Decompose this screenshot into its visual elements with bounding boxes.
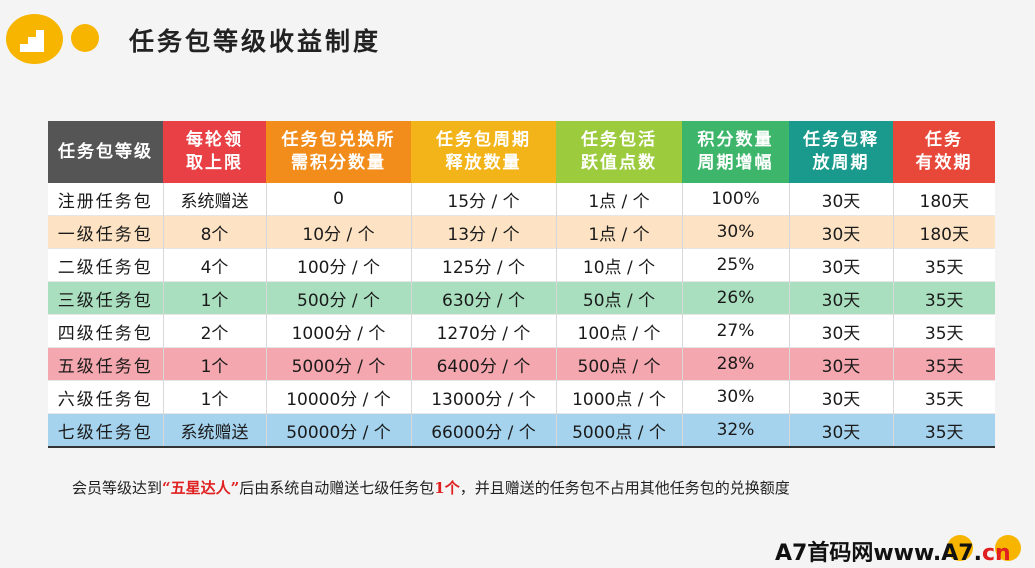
cell-level: 二级任务包 [57, 257, 153, 278]
cell-release-amount: 125分 / 个 [410, 248, 556, 282]
cell-level: 一级任务包 [57, 224, 153, 245]
cell-activity-points: 100点 / 个 [555, 314, 682, 348]
cell-validity: 35天 [892, 347, 995, 381]
cell-validity: 35天 [892, 314, 995, 348]
cell-release-cycle: 30天 [788, 380, 893, 414]
cell-validity: 180天 [892, 183, 995, 216]
cell-exchange-points: 10000分 / 个 [265, 380, 411, 414]
header-growth-rate: 积分数量 周期增幅 [682, 121, 789, 183]
cell-growth-rate: 100% [681, 183, 789, 216]
cell-claim-limit: 1个 [162, 347, 266, 381]
watermark-text: A7首码网www.A7. [775, 541, 982, 566]
cell-release-amount: 13分 / 个 [410, 215, 556, 249]
cell-validity: 35天 [892, 380, 995, 414]
cell-exchange-points: 1000分 / 个 [265, 314, 411, 348]
cell-release-cycle: 30天 [788, 314, 893, 348]
cell-level: 五级任务包 [57, 356, 153, 377]
cell-exchange-points: 5000分 / 个 [265, 347, 411, 381]
watermark: A7首码网www.A7.cn [775, 535, 1021, 567]
cell-growth-rate: 25% [681, 248, 789, 282]
cell-level: 六级任务包 [57, 389, 153, 410]
table-row: 注册任务包 系统赠送 0 15分 / 个 1点 / 个 100% 30天 180天 [48, 183, 995, 216]
cell-level: 四级任务包 [57, 323, 153, 344]
note-text-1: 会员等级达到 [72, 479, 163, 497]
cell-activity-points: 1000点 / 个 [555, 380, 682, 414]
cell-release-amount: 1270分 / 个 [410, 314, 556, 348]
cell-release-amount: 15分 / 个 [410, 183, 556, 216]
note-text-3: ，并且赠送的任务包不占用其他任务包的兑换额度 [459, 479, 790, 497]
cell-exchange-points: 0 [265, 183, 411, 216]
cell-validity: 35天 [892, 413, 995, 447]
cell-claim-limit: 1个 [162, 281, 266, 315]
cell-claim-limit: 1个 [162, 380, 266, 414]
decorative-dot [71, 24, 99, 52]
cell-activity-points: 10点 / 个 [555, 248, 682, 282]
note-highlight-title: “五星达人” [162, 479, 240, 497]
cell-level: 注册任务包 [57, 191, 153, 212]
cell-activity-points: 50点 / 个 [555, 281, 682, 315]
cell-release-amount: 6400分 / 个 [410, 347, 556, 381]
cell-exchange-points: 50000分 / 个 [265, 413, 411, 447]
table-row: 二级任务包 4个 100分 / 个 125分 / 个 10点 / 个 25% 30天 35天 [48, 248, 995, 282]
cell-activity-points: 1点 / 个 [555, 183, 682, 216]
header-release-cycle: 任务包释 放周期 [789, 121, 893, 183]
cell-activity-points: 5000点 / 个 [555, 413, 682, 447]
table-row: 六级任务包 1个 10000分 / 个 13000分 / 个 1000点 / 个 30% 3… [48, 380, 995, 414]
cell-release-amount: 66000分 / 个 [410, 413, 556, 447]
cell-release-cycle: 30天 [788, 347, 893, 381]
header-exchange-points: 任务包兑换所 需积分数量 [266, 121, 411, 183]
header-level: 任务包等级 [48, 121, 163, 183]
page-title: 任务包等级收益制度 [129, 27, 382, 56]
cell-growth-rate: 30% [681, 215, 789, 249]
cell-exchange-points: 500分 / 个 [265, 281, 411, 315]
cell-growth-rate: 30% [681, 380, 789, 414]
cell-level: 七级任务包 [57, 422, 153, 443]
table-header-row: 任务包等级 每轮领 取上限 任务包兑换所 需积分数量 任务包周期 释放数量 任务… [48, 121, 995, 183]
cell-activity-points: 500点 / 个 [555, 347, 682, 381]
cell-claim-limit: 系统赠送 [162, 413, 266, 447]
cell-claim-limit: 系统赠送 [162, 183, 266, 216]
note-text-2: 后由系统自动赠送七级任务包 [239, 479, 435, 497]
table-row: 七级任务包 系统赠送 50000分 / 个 66000分 / 个 5000点 / 个 32… [48, 413, 995, 447]
cell-claim-limit: 8个 [162, 215, 266, 249]
cell-growth-rate: 32% [681, 413, 789, 447]
cell-release-cycle: 30天 [788, 183, 893, 216]
cell-exchange-points: 100分 / 个 [265, 248, 411, 282]
level-table: 任务包等级 每轮领 取上限 任务包兑换所 需积分数量 任务包周期 释放数量 任务… [48, 121, 995, 448]
header-validity: 任务 有效期 [893, 121, 995, 183]
cell-growth-rate: 26% [681, 281, 789, 315]
cell-growth-rate: 27% [681, 314, 789, 348]
cell-exchange-points: 10分 / 个 [265, 215, 411, 249]
cell-claim-limit: 2个 [162, 314, 266, 348]
cell-growth-rate: 28% [681, 347, 789, 381]
cell-level: 三级任务包 [57, 290, 153, 311]
table-row: 三级任务包 1个 500分 / 个 630分 / 个 50点 / 个 26% 30天 35天 [48, 281, 995, 315]
cell-release-cycle: 30天 [788, 215, 893, 249]
cell-claim-limit: 4个 [162, 248, 266, 282]
cell-validity: 35天 [892, 281, 995, 315]
cell-validity: 180天 [892, 215, 995, 249]
cell-release-cycle: 30天 [788, 413, 893, 447]
table-row: 一级任务包 8个 10分 / 个 13分 / 个 1点 / 个 30% 30天 180天 [48, 215, 995, 249]
cell-activity-points: 1点 / 个 [555, 215, 682, 249]
header-claim-limit: 每轮领 取上限 [163, 121, 266, 183]
footnote: 会员等级达到“五星达人”后由系统自动赠送七级任务包1个，并且赠送的任务包不占用其… [72, 477, 982, 500]
table-row: 四级任务包 2个 1000分 / 个 1270分 / 个 100点 / 个 27% 30天 3… [48, 314, 995, 348]
cell-validity: 35天 [892, 248, 995, 282]
header-release-amount: 任务包周期 释放数量 [411, 121, 556, 183]
cell-release-amount: 13000分 / 个 [410, 380, 556, 414]
cell-release-cycle: 30天 [788, 281, 893, 315]
cell-release-amount: 630分 / 个 [410, 281, 556, 315]
header-activity-points: 任务包活 跃值点数 [556, 121, 682, 183]
table-row: 五级任务包 1个 5000分 / 个 6400分 / 个 500点 / 个 28% 30天 3… [48, 347, 995, 381]
watermark-text-suffix: cn [981, 541, 1011, 566]
cell-release-cycle: 30天 [788, 248, 893, 282]
note-highlight-count: 1个 [434, 479, 460, 497]
stairs-logo-icon [6, 14, 63, 64]
